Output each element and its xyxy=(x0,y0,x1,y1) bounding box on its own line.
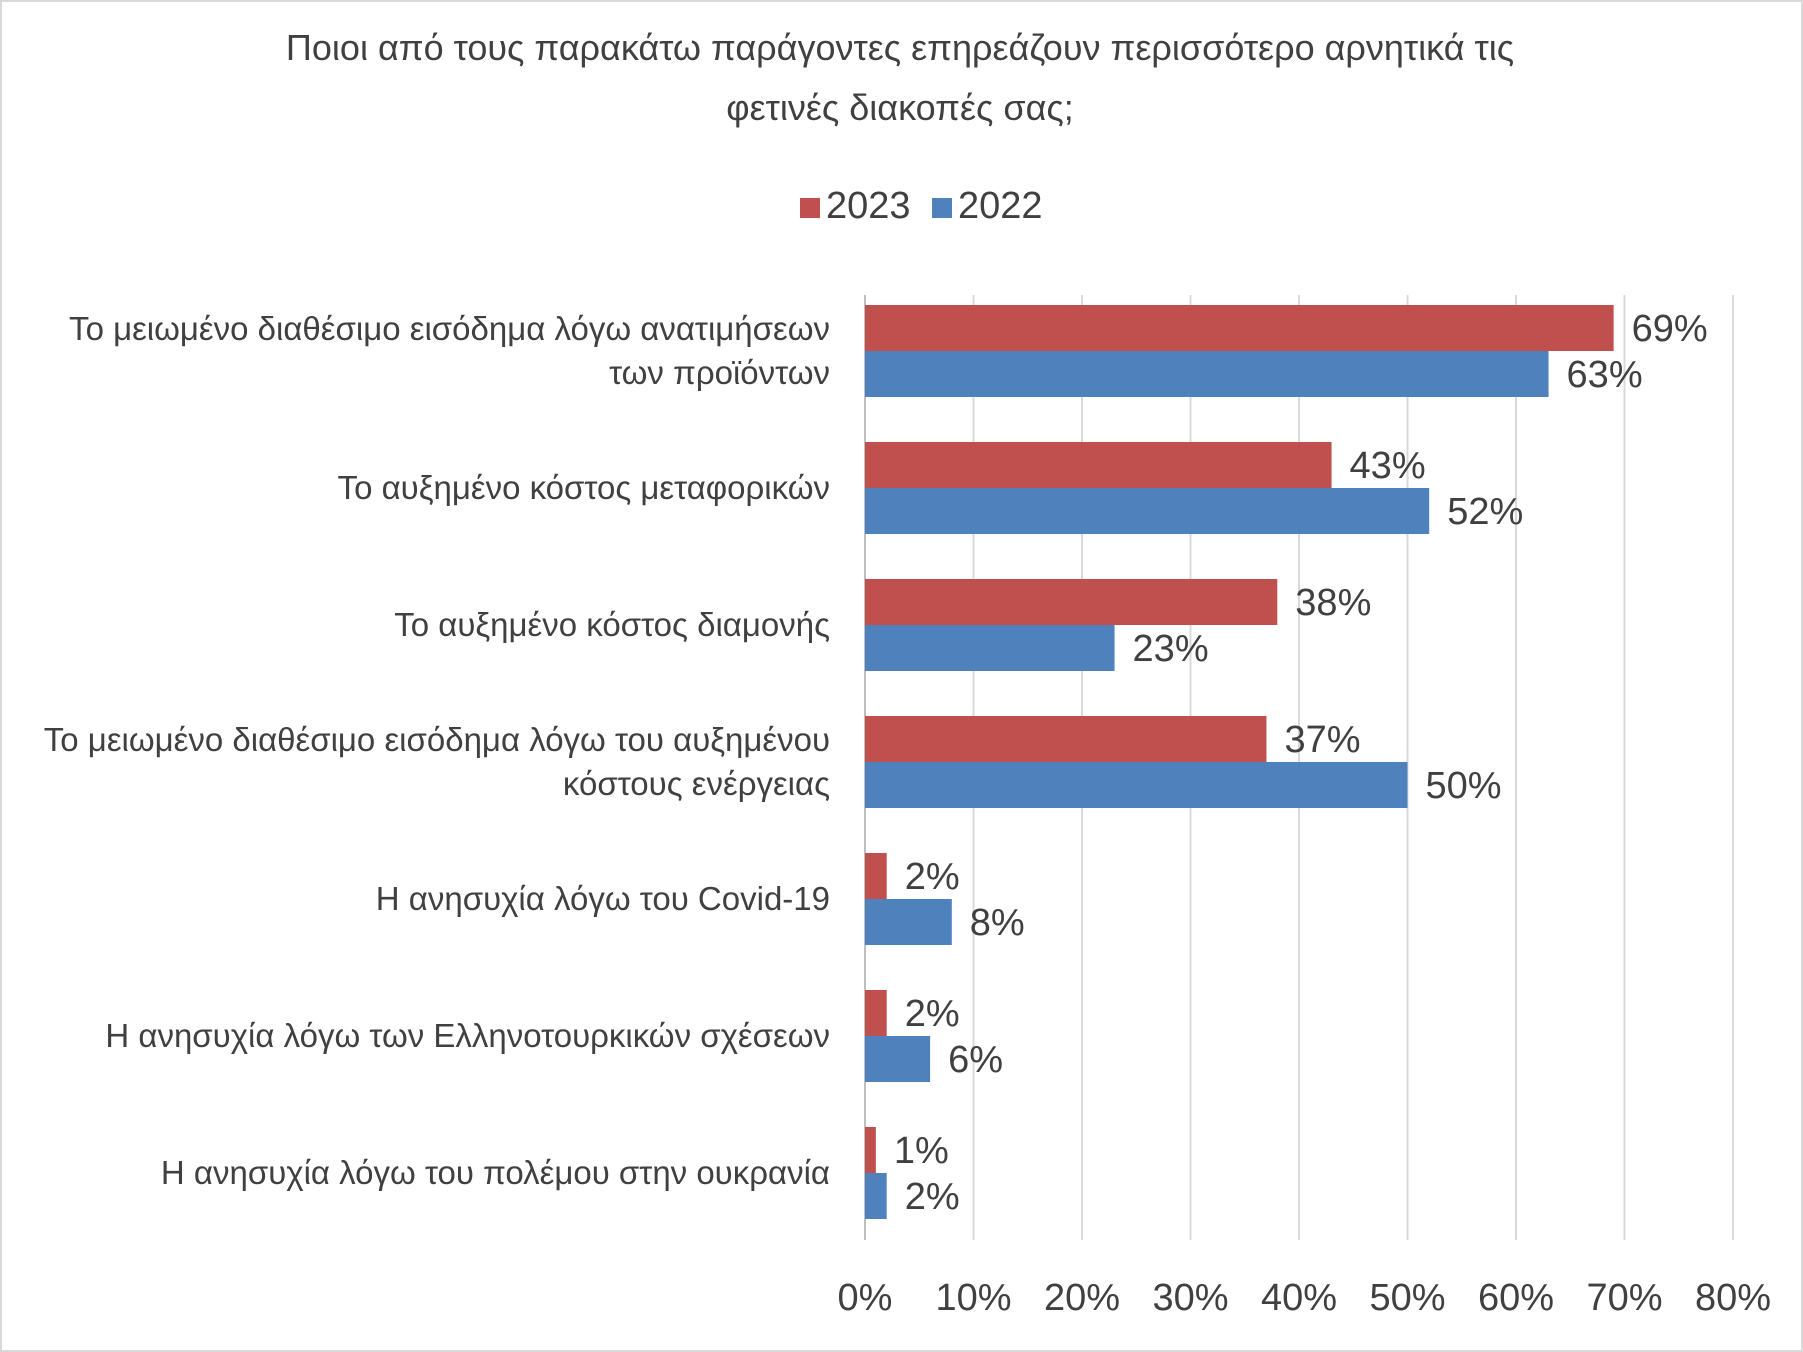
x-tick-label: 0% xyxy=(838,1277,893,1319)
data-label-2023: 2% xyxy=(905,993,960,1035)
data-label-2022: 6% xyxy=(948,1039,1003,1081)
data-label-2022: 63% xyxy=(1567,354,1643,396)
data-labels: 69%63%43%52%38%23%37%50%2%8%2%6%1%2% xyxy=(894,308,1708,1218)
x-tick-label: 80% xyxy=(1695,1277,1771,1319)
data-label-2023: 1% xyxy=(894,1130,949,1172)
bar-2023 xyxy=(865,442,1332,488)
bar-2022 xyxy=(865,625,1115,671)
x-tick-label: 30% xyxy=(1152,1277,1228,1319)
data-label-2022: 8% xyxy=(970,902,1025,944)
bar-2022 xyxy=(865,1036,931,1082)
bar-2022 xyxy=(865,488,1430,534)
bar-2022 xyxy=(865,351,1549,397)
bar-2022 xyxy=(865,762,1408,808)
legend-label-2022: 2022 xyxy=(958,185,1043,227)
category-label: των προϊόντων xyxy=(609,354,830,391)
x-tick-label: 70% xyxy=(1586,1277,1662,1319)
legend-swatch-2023 xyxy=(800,198,820,218)
x-tick-label: 10% xyxy=(935,1277,1011,1319)
bar-2023 xyxy=(865,305,1614,351)
bar-2023 xyxy=(865,579,1278,625)
x-axis-tick-labels: 0% 10% 20% 30% 40% 50% 60% 70% 80% xyxy=(838,1277,1771,1319)
data-label-2023: 38% xyxy=(1295,582,1371,624)
category-label: κόστους ενέργειας xyxy=(563,765,830,802)
bar-2023 xyxy=(865,990,887,1036)
category-label: Η ανησυχία λόγω του Covid-19 xyxy=(376,880,830,917)
data-label-2022: 2% xyxy=(905,1176,960,1218)
category-labels: Το μειωμένο διαθέσιμο εισόδημα λόγω ανατ… xyxy=(44,310,830,1191)
data-label-2023: 43% xyxy=(1350,445,1426,487)
x-tick-label: 40% xyxy=(1261,1277,1337,1319)
category-label: Η ανησυχία λόγω του πολέμου στην ουκρανί… xyxy=(161,1154,830,1191)
data-label-2023: 37% xyxy=(1284,719,1360,761)
data-label-2023: 69% xyxy=(1632,308,1708,350)
bar-2023 xyxy=(865,716,1267,762)
data-label-2022: 52% xyxy=(1447,491,1523,533)
x-tick-label: 50% xyxy=(1369,1277,1445,1319)
category-label: Η ανησυχία λόγω των Ελληνοτουρκικών σχέσ… xyxy=(105,1017,830,1054)
bar-2023 xyxy=(865,1127,876,1173)
data-label-2023: 2% xyxy=(905,856,960,898)
legend-swatch-2022 xyxy=(932,198,952,218)
bar-2023 xyxy=(865,853,887,899)
data-label-2022: 23% xyxy=(1133,628,1209,670)
chart-title-line-2: φετινές διακοπές σας; xyxy=(726,87,1074,128)
legend-label-2023: 2023 xyxy=(826,185,911,227)
category-label: Το αυξημένο κόστος μεταφορικών xyxy=(338,469,830,506)
chart-title-line-1: Ποιοι από τους παρακάτω παράγοντες επηρε… xyxy=(286,27,1514,68)
x-tick-label: 60% xyxy=(1478,1277,1554,1319)
category-label: Το μειωμένο διαθέσιμο εισόδημα λόγω ανατ… xyxy=(69,310,830,347)
x-tick-label: 20% xyxy=(1044,1277,1120,1319)
data-label-2022: 50% xyxy=(1426,765,1502,807)
category-label: Το αυξημένο κόστος διαμονής xyxy=(394,606,830,643)
bars xyxy=(865,305,1614,1219)
legend: 2023 2022 xyxy=(800,185,1043,227)
bar-2022 xyxy=(865,899,952,945)
bar-2022 xyxy=(865,1173,887,1219)
category-label: Το μειωμένο διαθέσιμο εισόδημα λόγω του … xyxy=(44,721,830,758)
chart-title: Ποιοι από τους παρακάτω παράγοντες επηρε… xyxy=(286,27,1514,128)
